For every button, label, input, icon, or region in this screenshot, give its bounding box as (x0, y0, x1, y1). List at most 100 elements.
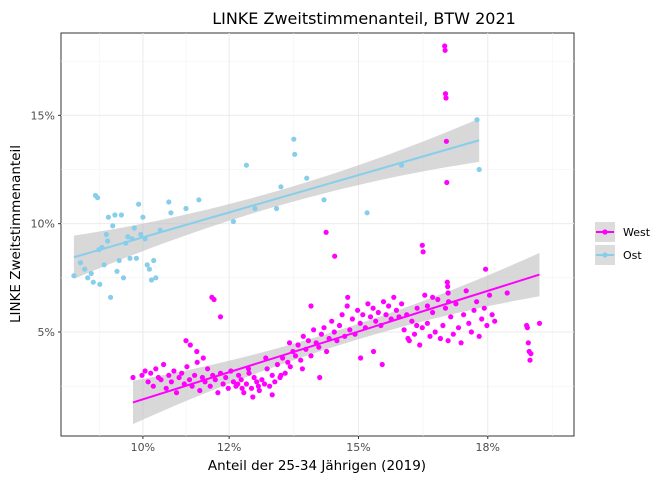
data-point-ost (103, 231, 109, 238)
y-tick-label: 10% (31, 218, 55, 231)
data-point-west (298, 357, 304, 363)
data-point-ost (243, 162, 249, 168)
data-point-west (261, 381, 268, 387)
data-point-west (171, 368, 177, 374)
data-point-west (300, 333, 306, 339)
data-point-west (158, 377, 164, 383)
data-point-west (329, 318, 335, 324)
data-point-west (375, 309, 381, 316)
data-point-west (483, 266, 489, 272)
data-point-west (437, 335, 443, 342)
legend-point-ost (602, 252, 608, 258)
data-point-west (525, 340, 531, 346)
data-point-west (173, 390, 180, 396)
data-point-west (393, 307, 399, 313)
data-point-west (536, 320, 543, 326)
data-point-west (148, 370, 154, 376)
data-point-ost (148, 277, 155, 283)
data-point-west (197, 387, 203, 394)
data-point-west (223, 374, 229, 381)
data-point-west (187, 342, 193, 348)
data-point-west (424, 320, 430, 326)
data-point-west (241, 390, 247, 396)
data-point-west (409, 318, 415, 324)
x-tick-label: 15% (346, 441, 370, 454)
data-point-west (225, 385, 231, 391)
data-point-west (321, 325, 327, 331)
data-point-ost (88, 270, 94, 277)
data-point-west (317, 374, 323, 381)
data-point-west (246, 370, 252, 376)
legend-label-west: West (623, 226, 651, 239)
data-point-ost (90, 279, 96, 285)
y-tick-label: 15% (31, 109, 55, 122)
data-point-west (254, 379, 260, 385)
data-point-west (383, 312, 389, 318)
data-point-west (399, 301, 405, 307)
data-point-west (479, 316, 485, 322)
data-point-west (332, 253, 338, 259)
data-point-west (442, 91, 449, 97)
y-tick-label: 5% (38, 326, 55, 339)
data-point-west (282, 370, 288, 376)
data-point-west (200, 355, 206, 361)
data-point-west (166, 372, 172, 378)
data-point-ost (168, 210, 174, 216)
data-point-west (524, 325, 531, 331)
data-point-west (492, 318, 498, 324)
legend-label-ost: Ost (623, 249, 642, 262)
data-point-ost (105, 214, 111, 220)
data-point-west (299, 366, 305, 372)
data-point-west (130, 374, 136, 381)
x-axis-ticks: 10% 12% 15% 18% (131, 436, 500, 454)
data-point-ost (108, 294, 114, 300)
data-point-west (238, 377, 244, 383)
data-point-west (419, 325, 425, 331)
data-point-ost (476, 166, 482, 173)
data-point-west (235, 381, 241, 387)
data-point-west (365, 301, 371, 307)
data-point-west (360, 312, 366, 318)
data-point-ost (166, 199, 172, 205)
data-point-west (269, 392, 275, 398)
data-point-west (243, 381, 249, 387)
data-point-west (481, 305, 487, 311)
data-point-west (220, 381, 226, 387)
data-point-west (355, 307, 361, 313)
data-point-ost (116, 257, 122, 264)
data-point-west (486, 292, 493, 298)
data-point-west (311, 327, 317, 333)
data-point-west (256, 387, 262, 394)
data-point-west (345, 294, 351, 300)
data-point-ost (136, 201, 142, 207)
data-point-west (453, 301, 459, 307)
data-point-west (463, 288, 469, 294)
data-point-west (183, 338, 189, 344)
plot-panel (60, 32, 575, 437)
data-point-west (443, 138, 449, 144)
data-point-ost (273, 205, 280, 212)
data-point-west (442, 43, 448, 49)
data-point-west (357, 320, 363, 326)
data-point-west (145, 379, 151, 385)
data-point-west (489, 312, 495, 318)
data-point-west (424, 303, 430, 309)
data-point-ost (77, 260, 83, 266)
data-point-west (168, 379, 174, 385)
data-point-west (370, 305, 376, 311)
data-point-west (267, 383, 273, 389)
data-point-ost (146, 266, 152, 272)
data-point-ost (105, 238, 111, 244)
data-point-west (386, 303, 392, 309)
data-point-ost (292, 151, 298, 157)
data-point-west (417, 342, 423, 348)
data-point-ost (110, 223, 116, 229)
data-point-west (324, 348, 330, 355)
data-point-west (474, 299, 480, 305)
data-point-west (308, 353, 314, 359)
data-point-ost (278, 184, 284, 190)
data-point-west (344, 303, 350, 309)
data-point-west (444, 279, 450, 285)
data-point-west (442, 47, 448, 53)
data-point-ost (304, 175, 310, 181)
